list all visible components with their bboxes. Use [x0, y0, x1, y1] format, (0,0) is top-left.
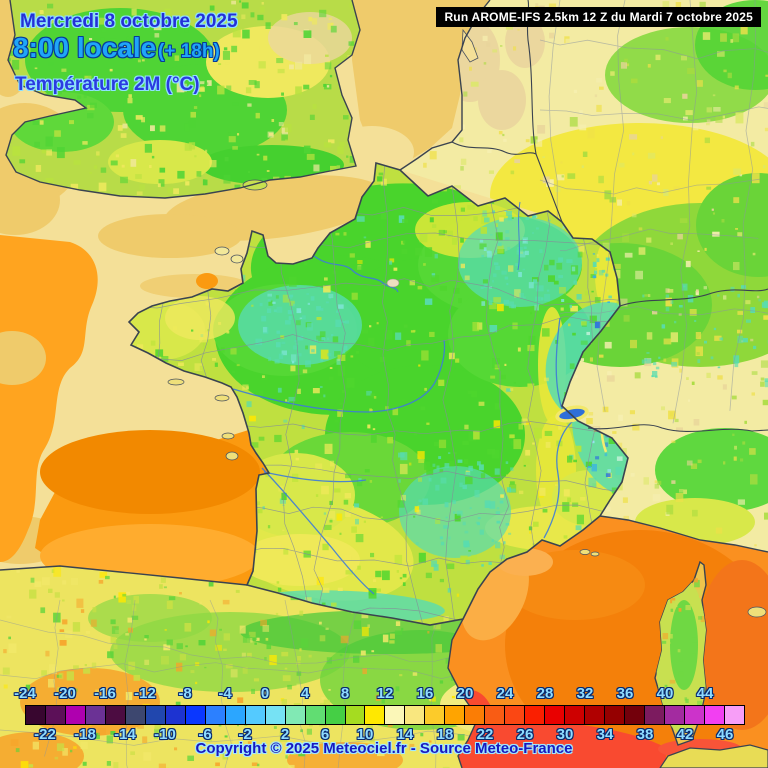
- colorbar-tick-46: 46: [716, 726, 734, 743]
- colorbar-cell--6: [205, 706, 226, 724]
- colorbar-tick--16: -16: [94, 685, 116, 702]
- colorbar-cell--24: [26, 706, 46, 724]
- colorbar-cell-16: [425, 706, 446, 724]
- colorbar-cell-42: [684, 706, 705, 724]
- colorbar-tick--22: -22: [34, 726, 56, 743]
- saint-brieuc-warm-patch: [196, 273, 218, 289]
- colorbar-cell-38: [645, 706, 665, 724]
- colorbar-tick-20: 20: [456, 685, 474, 702]
- colorbar-cell-24: [505, 706, 526, 724]
- colorbar-tick-42: 42: [676, 726, 694, 743]
- colorbar-cell--2: [245, 706, 266, 724]
- colorbar-tick-12: 12: [376, 685, 394, 702]
- colorbar-cell-36: [625, 706, 646, 724]
- colorbar-tick-4: 4: [300, 685, 310, 702]
- colorbar-cell-12: [385, 706, 406, 724]
- colorbar-tick--12: -12: [134, 685, 156, 702]
- colorbar-tick-0: 0: [260, 685, 270, 702]
- sardinia-tip: [659, 744, 768, 768]
- colorbar-cell-8: [345, 706, 366, 724]
- colorbar-tick--14: -14: [114, 726, 136, 743]
- atlantic-orange-band: [0, 235, 98, 562]
- atlantic-islands: [167, 378, 767, 618]
- temperature-colorbar: [25, 705, 745, 725]
- colorbar-cell-44: [704, 706, 725, 724]
- variable-label: Température 2M (°C): [15, 74, 200, 95]
- colorbar-cell-32: [585, 706, 606, 724]
- land-england-texture: [6, 0, 360, 198]
- colorbar-cell-26: [525, 706, 546, 724]
- biscay-warm-sea: [35, 427, 269, 588]
- colorbar-tick-24: 24: [496, 685, 514, 702]
- colorbar-tick-40: 40: [656, 685, 674, 702]
- colorbar-cell-6: [325, 706, 346, 724]
- colorbar-cell-10: [365, 706, 386, 724]
- colorbar-tick-18: 18: [436, 726, 454, 743]
- colorbar-tick-32: 32: [576, 685, 594, 702]
- colorbar-cell--14: [125, 706, 146, 724]
- forecast-offset: (+ 18h): [158, 41, 220, 62]
- colorbar-tick-2: 2: [280, 726, 290, 743]
- colorbar-tick-44: 44: [696, 685, 714, 702]
- colorbar-tick--24: -24: [14, 685, 36, 702]
- region-borders-germany: [539, 0, 768, 424]
- colorbar-cell--20: [65, 706, 86, 724]
- lake-geneva: [559, 408, 585, 420]
- colorbar-tick-6: 6: [320, 726, 330, 743]
- colorbar-cell-4: [305, 706, 326, 724]
- colorbar-tick-36: 36: [616, 685, 634, 702]
- colorbar-cell-22: [485, 706, 506, 724]
- colorbar-cell--22: [45, 706, 66, 724]
- colorbar-tick-22: 22: [476, 726, 494, 743]
- paris-urban-spot: [386, 278, 400, 288]
- colorbar-cell-30: [565, 706, 586, 724]
- colorbar-cell-18: [445, 706, 466, 724]
- colorbar-cell--8: [185, 706, 206, 724]
- colorbar-tick--8: -8: [178, 685, 192, 702]
- colorbar-tick-28: 28: [536, 685, 554, 702]
- forecast-time: 8:00 locale: [13, 32, 157, 63]
- colorbar-tick--20: -20: [54, 685, 76, 702]
- colorbar-tick-14: 14: [396, 726, 414, 743]
- colorbar-cell-46: [724, 706, 744, 724]
- channel-islands: [214, 246, 244, 264]
- colorbar-tick-8: 8: [340, 685, 350, 702]
- forecast-date: Mercredi 8 octobre 2025: [20, 11, 238, 32]
- colorbar-cell--10: [165, 706, 186, 724]
- colorbar-cell-2: [285, 706, 306, 724]
- colorbar-tick--2: -2: [238, 726, 252, 743]
- colorbar-cell-0: [265, 706, 286, 724]
- atlantic-gold-notch: [0, 331, 46, 385]
- colorbar-cell-20: [465, 706, 486, 724]
- colorbar-tick--10: -10: [154, 726, 176, 743]
- rivers: [232, 201, 575, 595]
- corsica-island: [654, 560, 707, 746]
- model-run-info: Run AROME-IFS 2.5km 12 Z du Mardi 7 octo…: [436, 7, 761, 27]
- colorbar-cell-34: [605, 706, 626, 724]
- colorbar-tick-10: 10: [356, 726, 374, 743]
- colorbar-tick-26: 26: [516, 726, 534, 743]
- colorbar-cell-40: [665, 706, 685, 724]
- colorbar-cell-14: [405, 706, 426, 724]
- colorbar-tick-38: 38: [636, 726, 654, 743]
- colorbar-tick-16: 16: [416, 685, 434, 702]
- copyright-text: Copyright © 2025 Meteociel.fr - Source M…: [195, 740, 573, 757]
- land-iberia-texture: [0, 566, 478, 768]
- colorbar-cell--18: [85, 706, 106, 724]
- colorbar-tick-34: 34: [596, 726, 614, 743]
- colorbar-cell--12: [145, 706, 166, 724]
- colorbar-cell--4: [225, 706, 246, 724]
- colorbar-tick--4: -4: [218, 685, 232, 702]
- colorbar-tick--18: -18: [74, 726, 96, 743]
- colorbar-tick-30: 30: [556, 726, 574, 743]
- colorbar-tick--6: -6: [198, 726, 212, 743]
- colorbar-cell-28: [545, 706, 566, 724]
- colorbar-cell--16: [105, 706, 126, 724]
